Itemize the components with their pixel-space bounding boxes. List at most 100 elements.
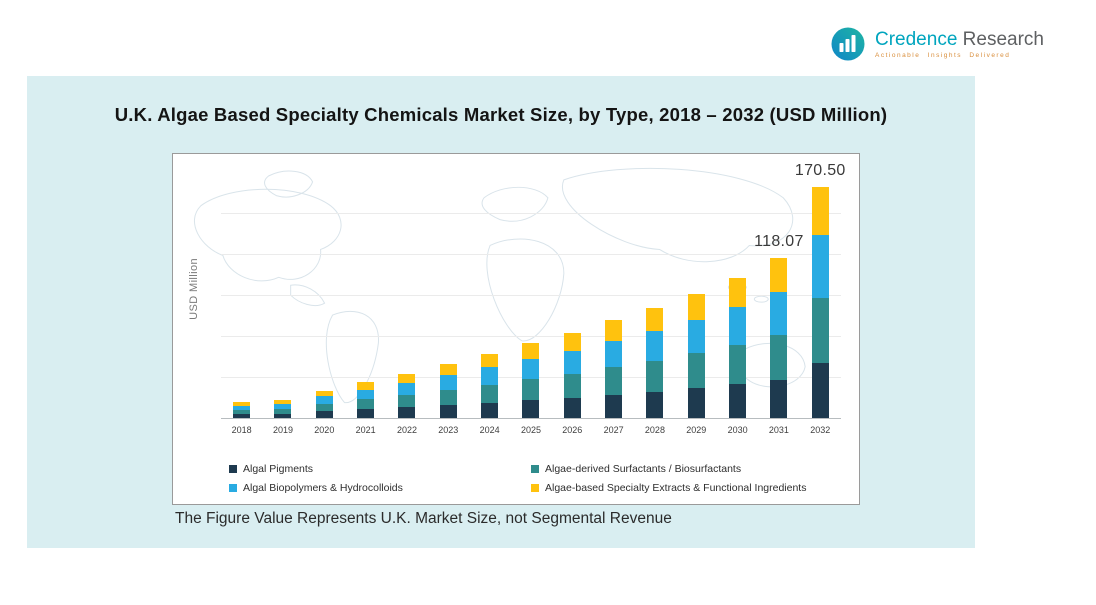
stacked-bar-2019: [274, 400, 292, 418]
stacked-bar-2023: [439, 363, 457, 418]
bar-segment: [563, 397, 581, 418]
bar-segment: [605, 367, 623, 395]
x-tick-2019: 2019: [272, 425, 293, 435]
bar-column-2026: [552, 174, 593, 418]
bar-column-2024: [469, 174, 510, 418]
y-axis-label: USD Million: [188, 258, 200, 320]
legend-swatch: [531, 484, 539, 492]
bar-column-2031: 118.07: [754, 174, 803, 418]
x-tick-2027: 2027: [603, 425, 624, 435]
bar-column-2030: [717, 174, 758, 418]
x-axis-labels: 2018 2019 2020 2021 2022 2023 2024 2025 2026 2027…: [221, 425, 841, 435]
chart-title: U.K. Algae Based Specialty Chemicals Mar…: [114, 104, 888, 125]
bar-segment: [563, 332, 581, 351]
bar-segment: [770, 334, 788, 380]
bar-segment: [357, 399, 375, 410]
bar-segment: [274, 400, 292, 404]
stacked-bar-2026: [563, 332, 581, 418]
bar-segment: [522, 358, 540, 379]
x-tick-2024: 2024: [479, 425, 500, 435]
chart-legend: Algal Pigments Algae-derived Surfactants …: [229, 463, 847, 494]
bar-segment: [646, 391, 664, 418]
bar-segment: [274, 413, 292, 418]
stacked-bar-2021: [357, 382, 375, 418]
bar-segment: [522, 399, 540, 418]
bar-segment: [687, 319, 705, 354]
bar-segment: [729, 384, 747, 418]
logo-tagline: Actionable Insights Delivered: [875, 51, 1011, 59]
bar-segment: [687, 353, 705, 389]
x-tick-2022: 2022: [396, 425, 417, 435]
stacked-bar-2027: [605, 320, 623, 418]
bar-segment: [398, 383, 416, 396]
brand-primary: Credence: [875, 28, 958, 50]
bar-segment: [439, 374, 457, 390]
stacked-bar-2018: [233, 402, 251, 418]
legend-item-0: Algal Pigments: [229, 463, 531, 475]
stacked-bar-2029: [687, 293, 705, 418]
legend-swatch: [531, 465, 539, 473]
bar-segment: [274, 408, 292, 414]
x-tick-2018: 2018: [231, 425, 252, 435]
legend-swatch: [229, 465, 237, 473]
bar-segment: [605, 394, 623, 418]
x-tick-2028: 2028: [644, 425, 665, 435]
legend-item-1: Algae-derived Surfactants / Biosurfactan…: [531, 463, 847, 475]
bar-segment: [811, 297, 829, 363]
bar-column-2022: [386, 174, 427, 418]
x-tick-2020: 2020: [314, 425, 335, 435]
legend-label: Algal Pigments: [243, 463, 314, 475]
bar-segment: [398, 407, 416, 418]
legend-label: Algae-based Specialty Extracts & Functio…: [545, 482, 807, 494]
legend-label: Algal Biopolymers & Hydrocolloids: [243, 482, 403, 494]
legend-item-2: Algal Biopolymers & Hydrocolloids: [229, 482, 531, 494]
value-label-2031: 118.07: [754, 232, 804, 250]
stacked-bar-2030: [729, 277, 747, 418]
bar-segment: [233, 405, 251, 410]
bar-segment: [315, 403, 333, 412]
logo-text: Credence Research Actionable Insights De…: [875, 28, 1044, 59]
bar-segment: [398, 395, 416, 408]
bar-segment: [770, 291, 788, 335]
bar-column-2018: [221, 174, 262, 418]
plot-area: 118.07 170.50: [221, 162, 845, 419]
bar-segment: [522, 378, 540, 400]
stacked-bar-2022: [398, 373, 416, 418]
stacked-bar-2020: [315, 390, 333, 418]
bar-segment: [770, 257, 788, 292]
bar-segment: [439, 363, 457, 375]
x-tick-2023: 2023: [438, 425, 459, 435]
bar-segment: [481, 384, 499, 403]
x-tick-2026: 2026: [562, 425, 583, 435]
bar-column-2021: [345, 174, 386, 418]
bar-column-2027: [593, 174, 634, 418]
x-tick-2032: 2032: [810, 425, 831, 435]
bar-segment: [646, 360, 664, 392]
bar-column-2032: 170.50: [795, 162, 845, 418]
bar-segment: [563, 350, 581, 374]
bar-segment: [729, 345, 747, 385]
bar-segment: [315, 390, 333, 397]
stacked-bar-2024: [481, 353, 499, 418]
bar-segment: [811, 235, 829, 298]
x-tick-2031: 2031: [768, 425, 789, 435]
bar-segment: [605, 320, 623, 341]
bar-segment: [522, 342, 540, 359]
bar-segment: [729, 277, 747, 308]
bar-segment: [811, 186, 829, 236]
bar-segment: [687, 388, 705, 418]
footnote: The Figure Value Represents U.K. Market …: [175, 510, 672, 527]
bar-segment: [687, 293, 705, 320]
bar-segment: [481, 402, 499, 418]
stacked-bar-2025: [522, 342, 540, 418]
bar-segment: [233, 409, 251, 415]
x-tick-2025: 2025: [520, 425, 541, 435]
bar-column-2025: [510, 174, 551, 418]
bar-segment: [398, 373, 416, 384]
bar-segment: [357, 389, 375, 400]
bar-segment: [481, 353, 499, 368]
value-label-2032: 170.50: [794, 161, 846, 179]
bar-column-2019: [262, 174, 303, 418]
bar-segment: [274, 403, 292, 409]
bar-segment: [439, 404, 457, 418]
